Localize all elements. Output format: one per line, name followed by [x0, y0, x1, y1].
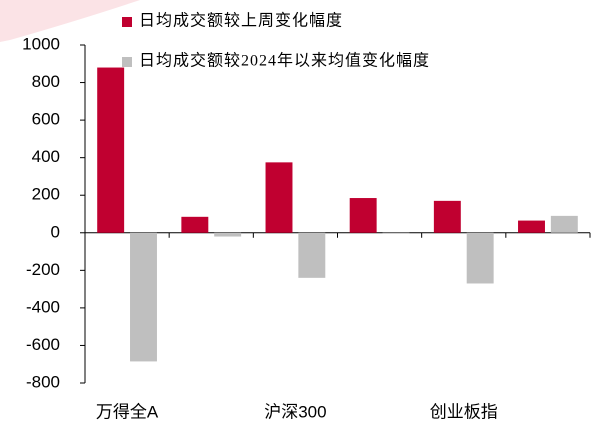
y-tick-label: -800 [26, 372, 60, 391]
bar [298, 232, 326, 278]
y-tick-label: 1000 [22, 34, 60, 53]
decoration [0, 0, 140, 42]
bar [550, 215, 578, 233]
bar [214, 232, 242, 237]
legend-label: 日均成交额较2024年以来均值变化幅度 [139, 52, 430, 70]
y-tick-label: 600 [32, 110, 60, 129]
legend-swatch [122, 57, 132, 67]
bar [518, 220, 545, 233]
x-tick-label: 创业板指 [430, 402, 498, 421]
bar [382, 232, 410, 234]
y-tick-label: 0 [51, 222, 60, 241]
y-tick-label: -200 [26, 260, 60, 279]
bar [349, 198, 377, 233]
bar [466, 232, 494, 284]
y-tick-label: 200 [32, 185, 60, 204]
bar [265, 162, 293, 233]
legend-swatch [122, 17, 132, 27]
y-tick-label: 800 [32, 72, 60, 91]
y-tick-label: 400 [32, 147, 60, 166]
y-tick-label: -600 [26, 335, 60, 354]
bar [433, 200, 461, 233]
legend-label: 日均成交额较上周变化幅度 [139, 12, 343, 30]
x-tick-label: 万得全A [96, 402, 159, 421]
x-tick-label: 沪深300 [264, 402, 326, 421]
bar [130, 232, 157, 362]
bar [97, 67, 125, 233]
y-tick-label: -400 [26, 297, 60, 316]
bar [181, 216, 209, 233]
